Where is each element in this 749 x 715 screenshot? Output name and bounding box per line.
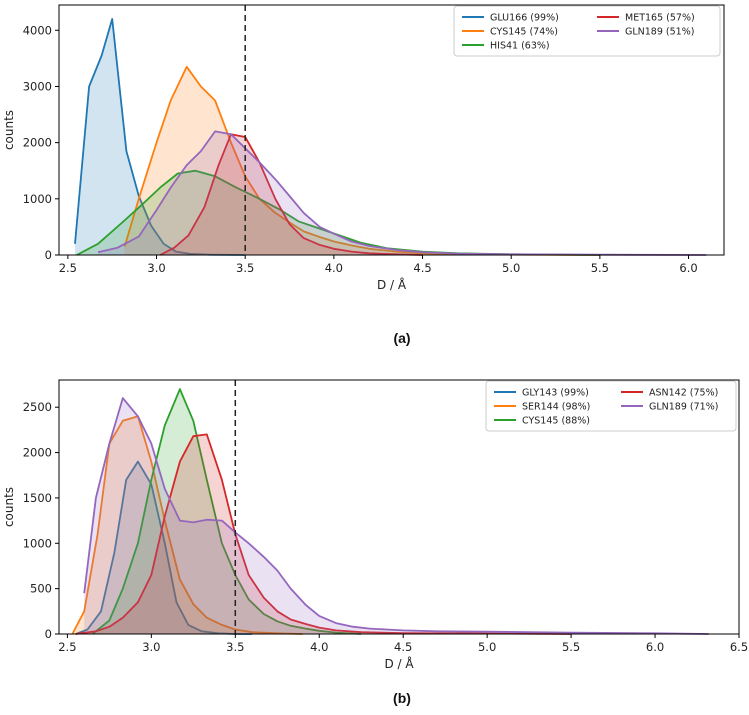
chart-b-ytick-label: 1500 [23,491,52,505]
chart-b-xtick-label: 3.5 [226,640,244,654]
chart-b: 2.5 3.0 3.5 4.0 4.5 5.0 5.5 6.0 6.5 0 500 1000 1500… [2,379,748,706]
chart-b-legend-label: CYS145 (88%) [522,416,590,427]
chart-b-line-cys145 [92,388,362,635]
chart-b-yticks: 0 500 1000 1500 2000 2500 [23,400,59,641]
chart-a-line-met165 [159,133,423,256]
chart-a-ytick-label: 0 [45,248,52,262]
chart-a-legend-box [453,5,721,57]
chart-b-line-gln189 [83,397,709,635]
chart-a-xtick-label: 4.5 [413,261,431,275]
chart-a-yticks: 0 1000 2000 3000 4000 [23,23,59,262]
chart-a-xtick-label: 3.5 [236,261,254,275]
chart-a-area-his41 [76,170,600,255]
chart-a-legend-label: MET165 (57%) [625,13,695,24]
chart-b-area-gly143 [75,461,253,634]
chart-b-ytick-label: 2000 [23,446,52,460]
chart-a-xtick-label: 4.0 [325,261,343,275]
chart-b-xtick-label: 2.5 [58,640,76,654]
chart-a-ytick-label: 2000 [23,136,52,150]
chart-b-ylabel: counts [2,487,16,527]
chart-b-ytick-label: 1000 [23,536,52,550]
chart-b-area-asn142 [75,434,572,634]
chart-b-xtick-label: 6.5 [730,640,748,654]
chart-a-line-cys145 [123,65,600,256]
chart-b-xtick-label: 5.0 [478,640,496,654]
chart-a-xtick-label: 2.5 [59,261,77,275]
chart-a-legend-label: CYS145 (74%) [490,27,558,38]
chart-b-xtick-label: 4.0 [310,640,328,654]
chart-b-line-ser144 [71,415,303,635]
chart-a-xtick-label: 5.0 [502,261,520,275]
chart-a-area-met165 [160,134,423,255]
chart-a-line-gln189 [97,130,707,256]
chart-b-line-gly143 [75,460,253,635]
chart-b-legend-label: SER144 (98%) [522,402,590,413]
chart-a-ytick-label: 1000 [23,192,52,206]
chart-a-ytick-label: 3000 [23,79,52,93]
chart-a-legend: GLU166 (99%) CYS145 (74%) HIS41 (63%) MET16… [453,5,721,57]
chart-b-xlabel: D / Å [384,656,414,671]
chart-a-xlabel: D / Å [377,277,407,292]
chart-b-area-ser144 [72,416,303,634]
chart-a-area-cys145 [124,66,600,255]
chart-b-area-cys145 [92,389,362,634]
chart-b-panel-label: (b) [393,690,411,706]
chart-b-xtick-label: 6.0 [646,640,664,654]
chart-a-area-gln189 [98,131,707,255]
chart-a-legend-label: HIS41 (63%) [490,41,550,52]
chart-a-ytick-label: 4000 [23,23,52,37]
chart-b-ytick-label: 2500 [23,400,52,414]
chart-a-xtick-label: 3.0 [147,261,165,275]
chart-a-line-glu166 [74,18,246,256]
chart-a: 2.5 3.0 3.5 4.0 4.5 5.0 5.5 6.0 0 1000 2000 3000 40… [2,4,725,346]
chart-a-xtick-label: 5.5 [591,261,609,275]
chart-b-area-gln189 [84,398,709,634]
chart-b-frame [58,379,740,635]
chart-a-legend-label: GLN189 (51%) [625,27,694,38]
chart-a-ylabel: counts [2,110,16,150]
chart-b-series [71,388,709,635]
chart-a-xtick-label: 6.0 [679,261,697,275]
chart-b-legend-box [485,380,737,432]
chart-b-legend-label: GLY143 (99%) [522,388,589,399]
chart-a-frame [58,4,725,256]
chart-b-legend-label: ASN142 (75%) [649,388,718,399]
chart-a-legend-label: GLU166 (99%) [490,13,559,24]
chart-a-series [74,18,707,256]
chart-b-legend: GLY143 (99%) SER144 (98%) CYS145 (88%) ASN1… [485,380,737,432]
chart-b-xtick-label: 3.0 [142,640,160,654]
chart-b-legend-label: GLN189 (71%) [649,402,718,413]
chart-a-xticks: 2.5 3.0 3.5 4.0 4.5 5.0 5.5 6.0 [59,255,698,275]
chart-b-xtick-label: 4.5 [394,640,412,654]
chart-b-xtick-label: 5.5 [562,640,580,654]
chart-b-ytick-label: 500 [30,582,52,596]
chart-b-ytick-label: 0 [45,627,52,641]
chart-b-xticks: 2.5 3.0 3.5 4.0 4.5 5.0 5.5 6.0 6.5 [58,634,748,654]
chart-a-area-glu166 [75,19,246,255]
chart-a-panel-label: (a) [393,330,410,346]
